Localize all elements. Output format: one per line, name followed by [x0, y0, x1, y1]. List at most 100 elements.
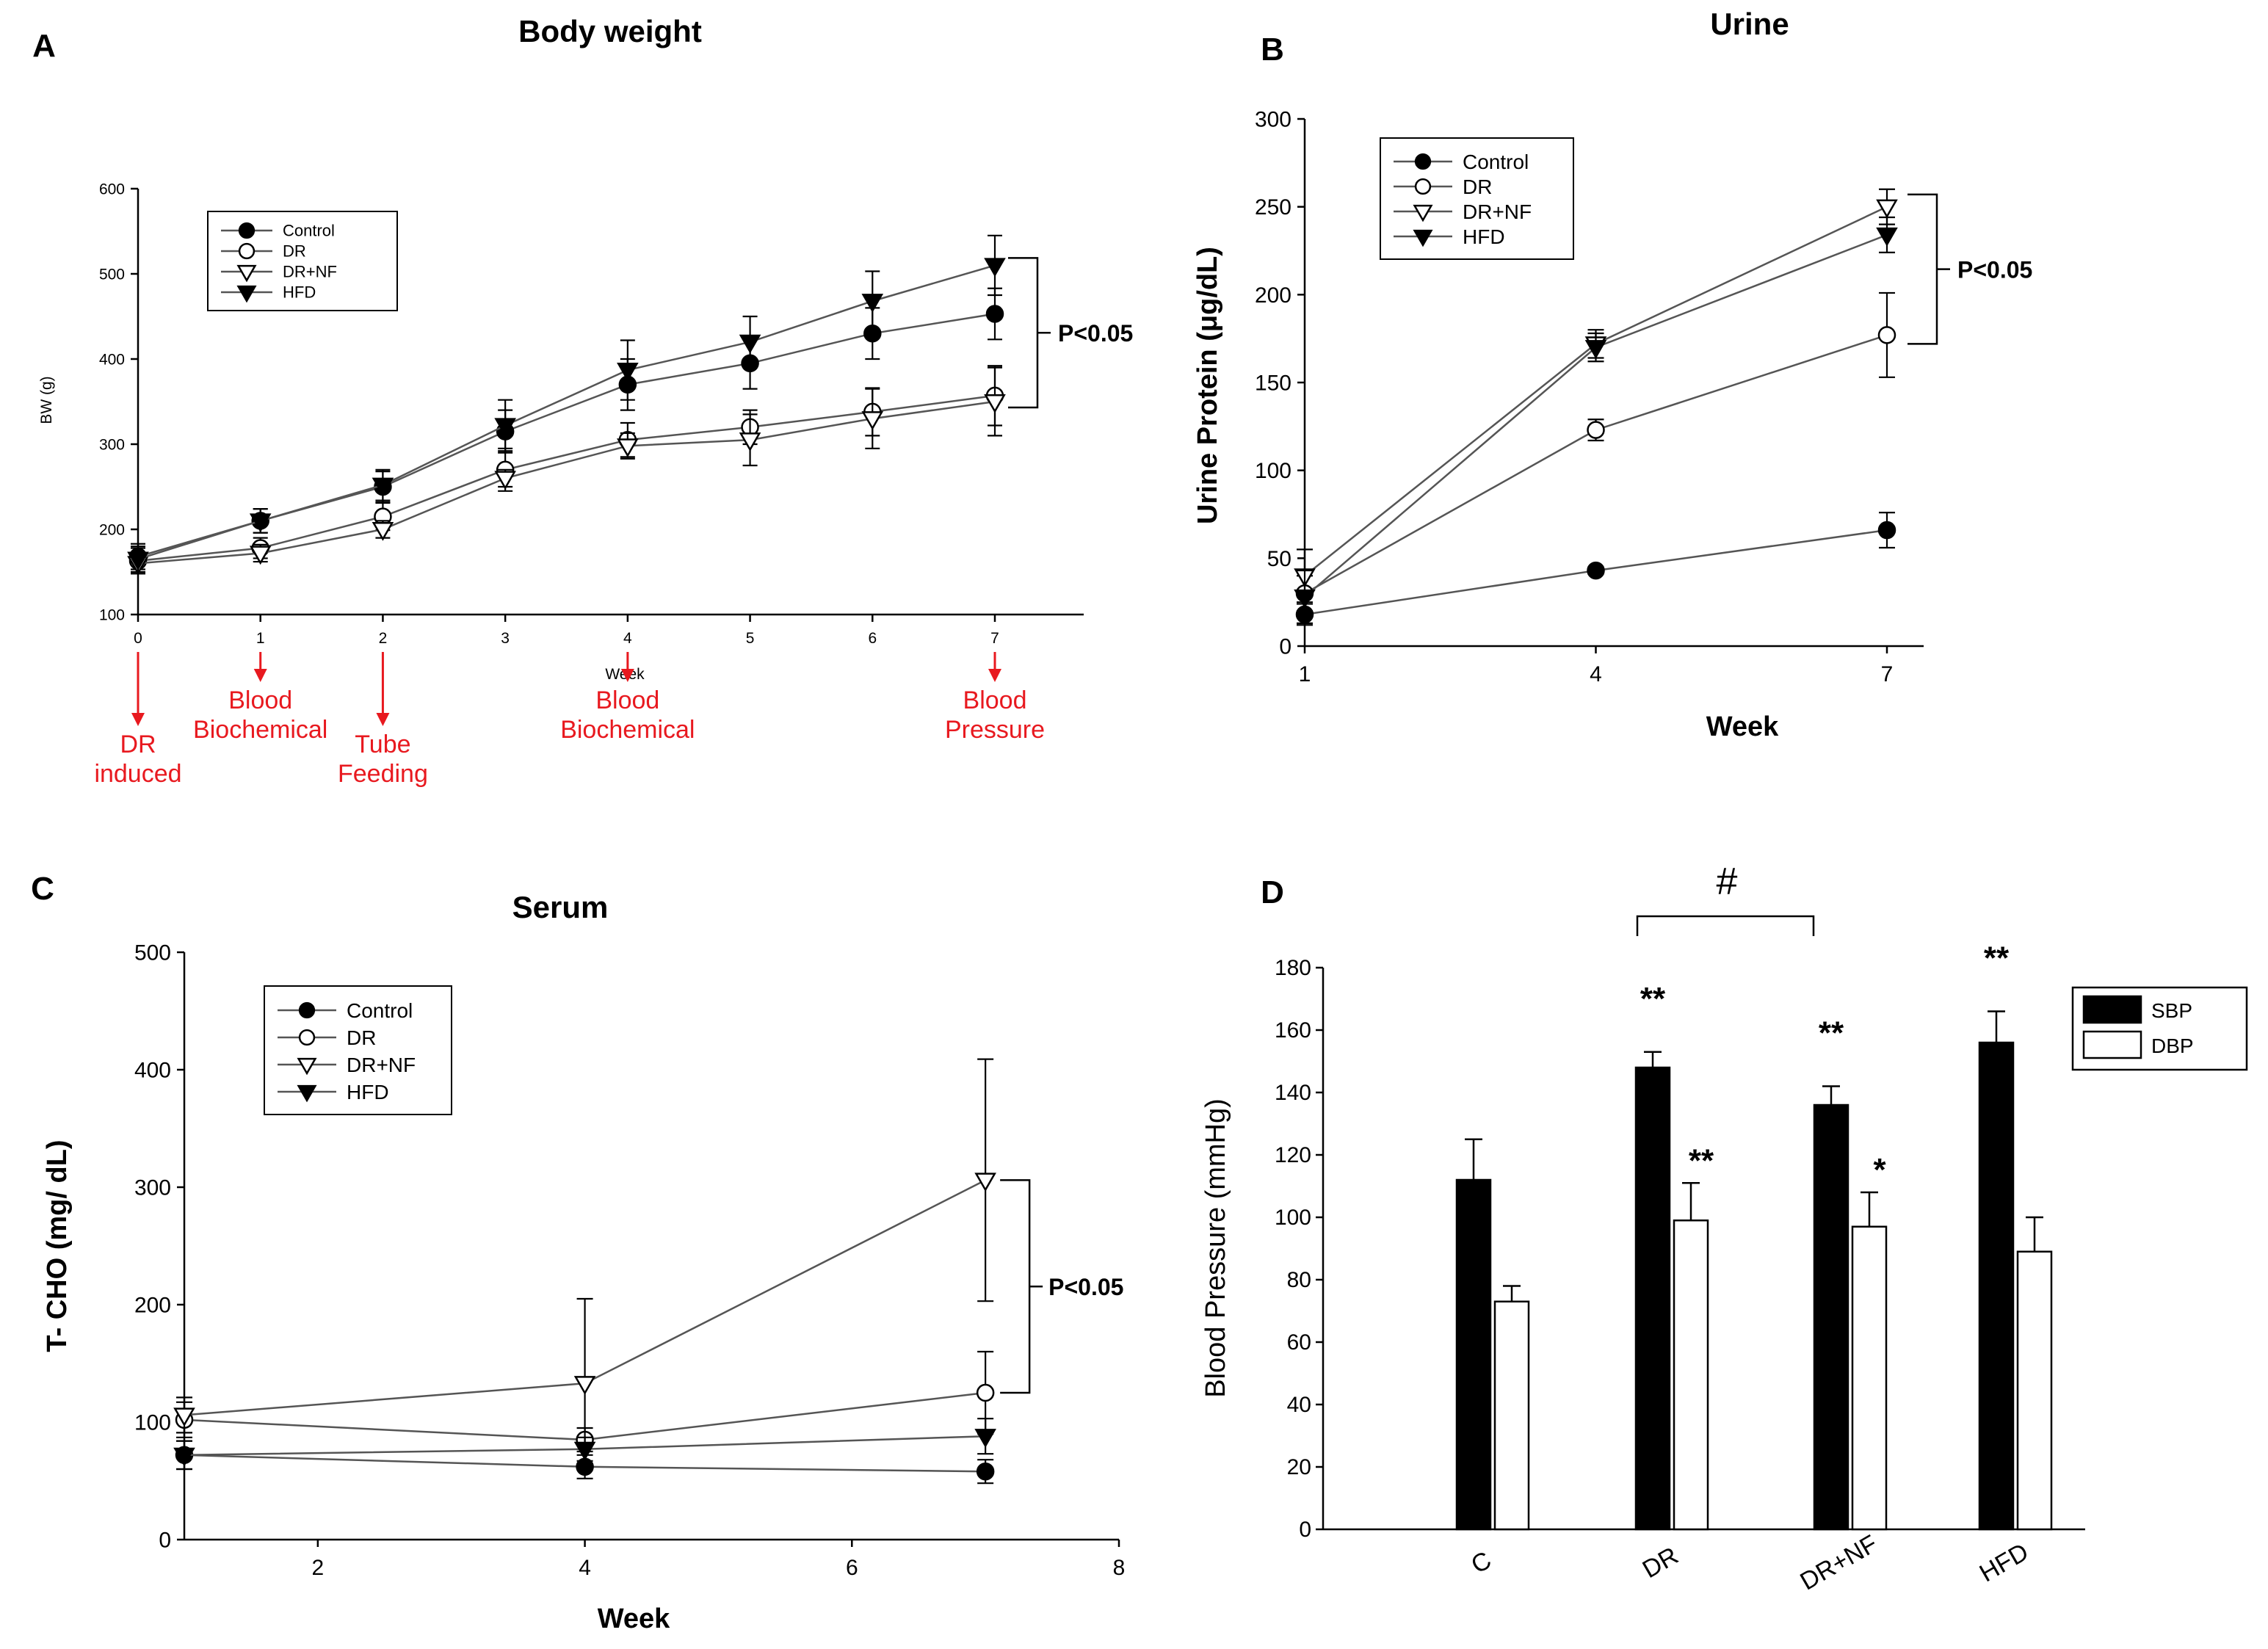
- y-tick-label: 400: [99, 351, 125, 368]
- series-line: [1304, 334, 1888, 595]
- legend-label: HFD: [283, 283, 316, 302]
- bar-dbp: [1851, 1225, 1888, 1531]
- x-tick-label: 2: [312, 1556, 325, 1580]
- bar-dbp: [1493, 1300, 1530, 1531]
- timeline-label-line: Blood: [228, 686, 292, 714]
- legend-box: [1380, 137, 1574, 260]
- y-tick-label: 500: [99, 266, 125, 283]
- data-point: [1877, 326, 1896, 344]
- significance-marker: **: [1689, 1142, 1714, 1178]
- chart-title: Body weight: [518, 14, 702, 48]
- data-point: [249, 546, 272, 565]
- x-tick-label: 2: [379, 630, 388, 647]
- panel-letter: D: [1261, 874, 1284, 910]
- data-point: [573, 1441, 596, 1461]
- panel-b-urine-chart: B Urine 0 50 100 150 200 250 300 1 4 7 Week Urine Pro…: [1192, 7, 2032, 742]
- x-tick-label: 1: [256, 630, 265, 647]
- y-tick-label: 100: [99, 606, 125, 623]
- legend-marker: [238, 222, 256, 239]
- error-bar: [1503, 1285, 1521, 1302]
- y-tick-label: 0: [159, 1529, 171, 1553]
- legend-label: DBP: [2151, 1034, 2194, 1057]
- legend-box: [264, 985, 452, 1115]
- significance-marker: **: [1640, 981, 1666, 1017]
- data-point: [1876, 199, 1898, 219]
- y-tick-label: 300: [99, 436, 125, 453]
- pvalue-bracket: [1008, 257, 1051, 409]
- pvalue-label: P<0.05: [1058, 320, 1133, 347]
- data-point: [372, 477, 394, 497]
- legend-swatch-sbp: [2082, 995, 2142, 1024]
- legend-label: HFD: [1463, 225, 1505, 248]
- significance-marker: **: [1984, 941, 2010, 976]
- data-point: [974, 1173, 996, 1192]
- error-bar: [1822, 1085, 1840, 1105]
- y-tick-label: 20: [1287, 1455, 1311, 1479]
- y-tick-label: 200: [134, 1294, 171, 1318]
- timeline-arrow-head: [620, 669, 634, 682]
- data-point: [861, 294, 884, 313]
- data-point: [1587, 421, 1605, 439]
- panel-letter: C: [31, 871, 54, 907]
- x-tick-label: DR: [1638, 1542, 1684, 1584]
- panel-letter: A: [32, 28, 56, 64]
- data-point: [173, 1407, 195, 1427]
- error-bar: [1988, 1010, 2005, 1043]
- data-point: [249, 513, 272, 533]
- error-bar: [2026, 1216, 2043, 1252]
- series-control: [1295, 512, 1896, 626]
- x-tick-label: HFD: [1975, 1538, 2034, 1588]
- legend-label: HFD: [347, 1081, 389, 1103]
- data-point: [974, 1429, 996, 1448]
- y-tick-label: 100: [134, 1411, 171, 1435]
- y-tick-label: 160: [1275, 1018, 1311, 1043]
- category-group-dr-nf: ***DR+NF: [1796, 1015, 1888, 1596]
- chart-title: Urine: [1710, 7, 1789, 41]
- bar-sbp: [1455, 1178, 1492, 1531]
- data-point: [861, 411, 884, 430]
- data-point: [617, 438, 639, 458]
- x-tick-label: 8: [1113, 1556, 1126, 1580]
- y-tick-label: 250: [1255, 195, 1291, 220]
- y-tick-label: 140: [1275, 1081, 1311, 1105]
- legend-marker: [236, 285, 257, 303]
- data-point: [127, 551, 149, 571]
- legend: Control DR DR+NF HFD: [264, 985, 452, 1115]
- legend: SBP DBP: [2071, 986, 2248, 1071]
- pvalue-bracket: [1000, 1179, 1043, 1394]
- data-point: [984, 258, 1006, 278]
- panel-d-blood-pressure-chart: D 0 20 40 60 80 100 120 140 160 180 Blood Pressure …: [1200, 860, 2248, 1596]
- legend-marker: [298, 1001, 316, 1019]
- legend-marker: [297, 1084, 317, 1103]
- data-point: [1876, 227, 1898, 247]
- bracket-line: [1008, 257, 1039, 409]
- legend-label: SBP: [2151, 999, 2192, 1022]
- x-tick-label: 4: [579, 1556, 591, 1580]
- legend-label: Control: [283, 222, 335, 240]
- x-tick-label: 3: [501, 630, 510, 647]
- category-group-dr: ** ** DR: [1634, 981, 1714, 1584]
- data-point: [494, 471, 516, 490]
- y-tick-label: 0: [1279, 635, 1291, 659]
- bracket-line: [1907, 193, 1938, 345]
- series-hfd: [173, 1418, 996, 1471]
- x-tick-label: 6: [846, 1556, 858, 1580]
- timeline-label-line: Feeding: [338, 760, 428, 788]
- data-point: [739, 432, 761, 452]
- y-tick-label: 180: [1275, 956, 1311, 980]
- comparison-bracket-label: #: [1717, 860, 1738, 903]
- timeline-label-line: Biochemical: [560, 716, 695, 744]
- data-point: [739, 334, 761, 354]
- category-group-c: C: [1455, 1138, 1530, 1579]
- bar-sbp: [1978, 1041, 2015, 1531]
- y-tick-label: 80: [1287, 1268, 1311, 1292]
- bar-sbp: [1634, 1066, 1671, 1531]
- data-point: [494, 418, 516, 438]
- legend-label: DR: [283, 242, 306, 261]
- legend-marker: [1413, 229, 1433, 247]
- y-axis-label: Urine Protein (μg/dL): [1192, 247, 1223, 524]
- y-tick-label: 100: [1275, 1206, 1311, 1230]
- legend-marker: [1414, 153, 1432, 170]
- significance-marker: **: [1819, 1015, 1844, 1051]
